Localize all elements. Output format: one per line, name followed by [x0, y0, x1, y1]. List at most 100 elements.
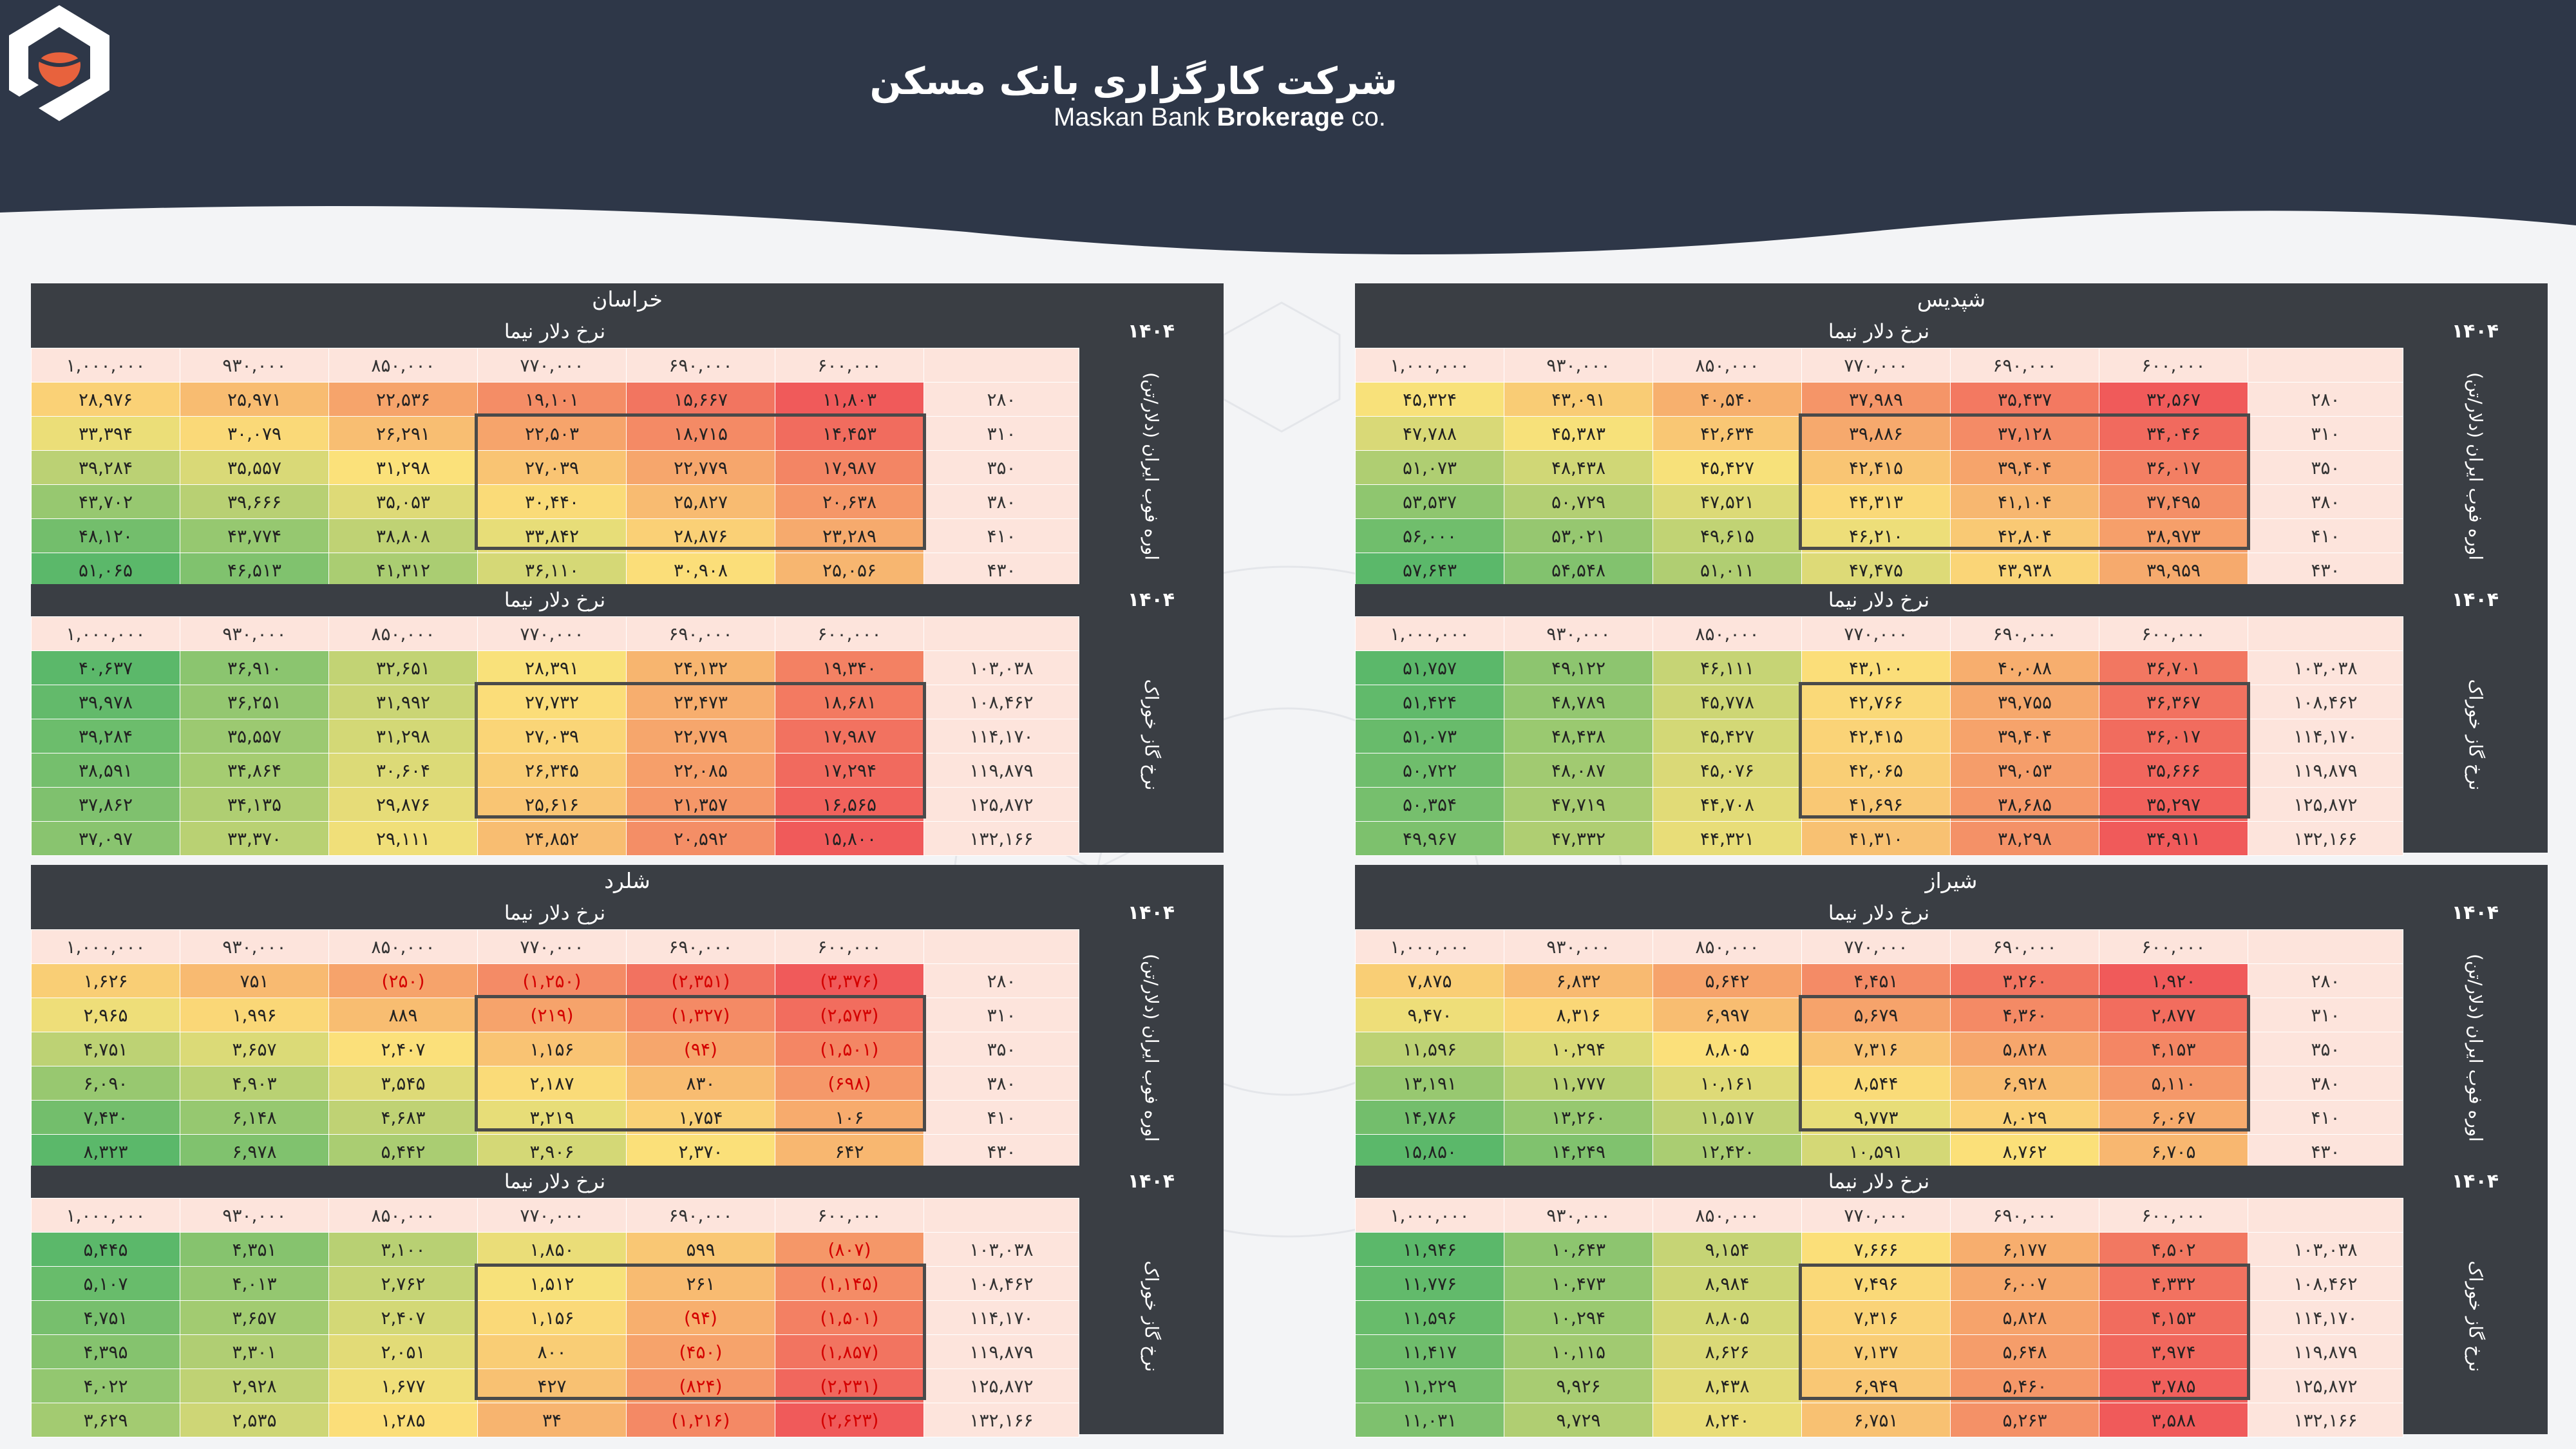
value-cell: ۴۱,۶۹۶	[1801, 787, 1951, 822]
table-header-row: ۱,۰۰۰,۰۰۰ ۹۳۰,۰۰۰ ۸۵۰,۰۰۰ ۷۷۰,۰۰۰ ۶۹۰,۰۰۰ ۶۰۰…	[1355, 616, 2403, 651]
row-header: ۱۱۴,۱۷۰	[2248, 1300, 2403, 1335]
value-cell: ۸۳۰	[626, 1066, 775, 1101]
value-cell: ۱۹,۳۴۰	[775, 650, 924, 685]
value-cell: ۴,۱۵۳	[2099, 1032, 2248, 1066]
value-cell: ۳۱,۲۹۸	[328, 450, 478, 485]
row-axis-label: اوره فوب ایران (دلار/تن)	[1141, 372, 1162, 560]
corner-cell	[2248, 1198, 2403, 1233]
table-row: ۱,۶۲۶ ۷۵۱ (۲۵۰) (۱,۲۵۰) (۲,۳۵۱) (۳,۳۷۶) ۲۸۰	[31, 963, 1079, 998]
value-cell: ۳۷,۸۶۲	[31, 787, 180, 822]
value-cell: ۲,۴۰۷	[328, 1032, 478, 1066]
value-cell: ۴,۳۵۱	[180, 1232, 329, 1267]
value-cell: ۲,۸۷۷	[2099, 998, 2248, 1032]
row-axis-label: اوره فوب ایران (دلار/تن)	[2465, 372, 2486, 560]
value-cell: ۴۵,۳۸۳	[1504, 416, 1653, 451]
value-cell: ۶,۰۶۷	[2099, 1100, 2248, 1135]
value-cell: ۴۰,۵۴۰	[1653, 382, 1802, 417]
panel-4: شلرد ۱۴۰۴ اوره فوب ایران (دلار/تن) نرخ دلار…	[31, 865, 1224, 1438]
value-cell: ۸,۸۰۵	[1653, 1300, 1802, 1335]
row-axis-label: نرخ گاز خوراک	[1141, 1260, 1162, 1372]
value-cell: ۱۱,۲۲۹	[1355, 1368, 1504, 1403]
value-cell: ۲۹,۱۱۱	[328, 821, 478, 856]
value-cell: ۴۳,۷۰۲	[31, 484, 180, 519]
value-cell: ۱۰,۵۹۱	[1801, 1134, 1951, 1169]
column-header: ۹۳۰,۰۰۰	[1504, 616, 1653, 651]
value-cell: ۶۴۲	[775, 1134, 924, 1169]
column-header: ۶۹۰,۰۰۰	[626, 1198, 775, 1233]
table-row: ۴۷,۷۸۸ ۴۵,۳۸۳ ۴۲,۶۳۴ ۳۹,۸۸۶ ۳۷,۱۲۸ ۳۴,۰۴۶ ۳۱۰	[1355, 416, 2403, 451]
value-cell: ۵,۱۰۷	[31, 1266, 180, 1301]
column-header: ۱,۰۰۰,۰۰۰	[1355, 616, 1504, 651]
value-cell: ۶,۹۷۸	[180, 1134, 329, 1169]
value-cell: ۴۵,۴۲۷	[1653, 450, 1802, 485]
value-cell: ۸,۲۴۰	[1653, 1403, 1802, 1437]
value-cell: ۷,۴۹۶	[1801, 1266, 1951, 1301]
table-row: ۳۹,۲۸۴ ۳۵,۵۵۷ ۳۱,۲۹۸ ۲۷,۰۳۹ ۲۲,۷۷۹ ۱۷,۹۸۷ ۳۵۰	[31, 450, 1079, 485]
table-row: ۳۸,۵۹۱ ۳۴,۸۶۴ ۳۰,۶۰۴ ۲۶,۳۴۵ ۲۲,۰۸۵ ۱۷,۲۹۴ ۱۱۹,…	[31, 753, 1079, 788]
row-header: ۳۱۰	[2248, 416, 2403, 451]
value-cell: (۸۰۷)	[775, 1232, 924, 1267]
table-header-row: ۱,۰۰۰,۰۰۰ ۹۳۰,۰۰۰ ۸۵۰,۰۰۰ ۷۷۰,۰۰۰ ۶۹۰,۰۰۰ ۶۰۰…	[1355, 1198, 2403, 1233]
value-cell: (۲,۵۷۳)	[775, 998, 924, 1032]
row-axis-label: اوره فوب ایران (دلار/تن)	[1141, 953, 1162, 1142]
table-header-row: ۱,۰۰۰,۰۰۰ ۹۳۰,۰۰۰ ۸۵۰,۰۰۰ ۷۷۰,۰۰۰ ۶۹۰,۰۰۰ ۶۰۰…	[31, 616, 1079, 651]
value-cell: ۸,۹۸۴	[1653, 1266, 1802, 1301]
table-row: ۵۷,۶۴۳ ۵۴,۵۴۸ ۵۱,۰۱۱ ۴۷,۴۷۵ ۴۳,۹۳۸ ۳۹,۹۵۹ ۴۳۰	[1355, 553, 2403, 587]
value-cell: (۱,۵۰۱)	[775, 1300, 924, 1335]
column-header: ۶۰۰,۰۰۰	[2099, 348, 2248, 383]
value-cell: ۴۲,۴۱۵	[1801, 450, 1951, 485]
value-cell: ۲۳,۲۸۹	[775, 518, 924, 553]
row-header: ۱۱۹,۸۷۹	[923, 753, 1079, 788]
sensitivity-table: ۱,۰۰۰,۰۰۰ ۹۳۰,۰۰۰ ۸۵۰,۰۰۰ ۷۷۰,۰۰۰ ۶۹۰,۰۰۰ ۶۰۰…	[31, 348, 1079, 587]
row-header: ۳۱۰	[2248, 998, 2403, 1032]
row-header: ۳۸۰	[2248, 1066, 2403, 1101]
urea-price-sensitivity-block: ۱۴۰۴ اوره فوب ایران (دلار/تن) نرخ دلار نیم…	[31, 897, 1224, 1169]
value-cell: ۳۹,۶۶۶	[180, 484, 329, 519]
value-cell: ۲۲,۷۷۹	[626, 450, 775, 485]
value-cell: ۳,۲۱۹	[477, 1100, 627, 1135]
value-cell: ۴۳,۱۰۰	[1801, 650, 1951, 685]
corner-cell	[923, 348, 1079, 383]
row-header: ۱۰۳,۰۳۸	[923, 650, 1079, 685]
value-cell: ۳۷,۴۹۵	[2099, 484, 2248, 519]
value-cell: ۴۳,۰۹۱	[1504, 382, 1653, 417]
value-cell: ۴۱,۱۰۴	[1950, 484, 2099, 519]
value-cell: ۵,۶۷۹	[1801, 998, 1951, 1032]
column-header: ۷۷۰,۰۰۰	[1801, 348, 1951, 383]
value-cell: ۲,۵۳۵	[180, 1403, 329, 1437]
value-cell: ۱۲,۴۲۰	[1653, 1134, 1802, 1169]
value-cell: ۳۶,۹۱۰	[180, 650, 329, 685]
sensitivity-table: ۱,۰۰۰,۰۰۰ ۹۳۰,۰۰۰ ۸۵۰,۰۰۰ ۷۷۰,۰۰۰ ۶۹۰,۰۰۰ ۶۰۰…	[1355, 348, 2403, 587]
value-cell: ۸,۵۴۴	[1801, 1066, 1951, 1101]
urea-price-sensitivity-block: ۱۴۰۴ اوره فوب ایران (دلار/تن) نرخ دلار نیم…	[1355, 897, 2548, 1169]
table-row: ۱۵,۸۵۰ ۱۴,۲۴۹ ۱۲,۴۲۰ ۱۰,۵۹۱ ۸,۷۶۲ ۶,۷۰۵ ۴۳۰	[1355, 1134, 2403, 1169]
value-cell: ۱۹,۱۰۱	[477, 382, 627, 417]
value-cell: ۲,۱۸۷	[477, 1066, 627, 1101]
value-cell: ۱۴,۷۸۶	[1355, 1100, 1504, 1135]
column-header: ۸۵۰,۰۰۰	[328, 1198, 478, 1233]
value-cell: ۴۲,۶۳۴	[1653, 416, 1802, 451]
column-header: ۸۵۰,۰۰۰	[1653, 348, 1802, 383]
row-axis-label: نرخ گاز خوراک	[2465, 679, 2486, 790]
value-cell: ۴۹,۶۱۵	[1653, 518, 1802, 553]
sensitivity-table: ۱,۰۰۰,۰۰۰ ۹۳۰,۰۰۰ ۸۵۰,۰۰۰ ۷۷۰,۰۰۰ ۶۹۰,۰۰۰ ۶۰۰…	[1355, 929, 2403, 1169]
value-cell: ۱,۵۱۲	[477, 1266, 627, 1301]
table-row: ۱۱,۴۱۷ ۱۰,۱۱۵ ۸,۶۲۶ ۷,۱۳۷ ۵,۶۴۸ ۳,۹۷۴ ۱۱۹,۸۷۹	[1355, 1334, 2403, 1369]
value-cell: ۴,۷۵۱	[31, 1300, 180, 1335]
value-cell: ۲۷,۰۳۹	[477, 450, 627, 485]
value-cell: (۱,۲۱۶)	[626, 1403, 775, 1437]
value-cell: ۵۱,۰۷۳	[1355, 719, 1504, 753]
page-header: شرکت کارگزاری بانک مسکن Maskan Bank Brok…	[0, 0, 2576, 270]
value-cell: ۴۸,۷۸۹	[1504, 685, 1653, 719]
value-cell: ۶,۰۹۰	[31, 1066, 180, 1101]
table-row: ۷,۸۷۵ ۶,۸۳۲ ۵,۶۴۲ ۴,۴۵۱ ۳,۲۶۰ ۱,۹۲۰ ۲۸۰	[1355, 963, 2403, 998]
column-header: ۱,۰۰۰,۰۰۰	[31, 616, 180, 651]
value-cell: ۲۲,۵۳۶	[328, 382, 478, 417]
value-cell: (۱,۱۴۵)	[775, 1266, 924, 1301]
value-cell: ۳۶,۱۱۰	[477, 553, 627, 587]
table-row: ۱۱,۷۷۶ ۱۰,۴۷۳ ۸,۹۸۴ ۷,۴۹۶ ۶,۰۰۷ ۴,۳۳۲ ۱۰۸,۴۶۲	[1355, 1266, 2403, 1301]
column-header: ۸۵۰,۰۰۰	[328, 348, 478, 383]
value-cell: ۴,۵۰۲	[2099, 1232, 2248, 1267]
column-header: ۹۳۰,۰۰۰	[180, 348, 329, 383]
table-row: ۳۳,۳۹۴ ۳۰,۰۷۹ ۲۶,۲۹۱ ۲۲,۵۰۳ ۱۸,۷۱۵ ۱۴,۴۵۳ ۳۱۰	[31, 416, 1079, 451]
